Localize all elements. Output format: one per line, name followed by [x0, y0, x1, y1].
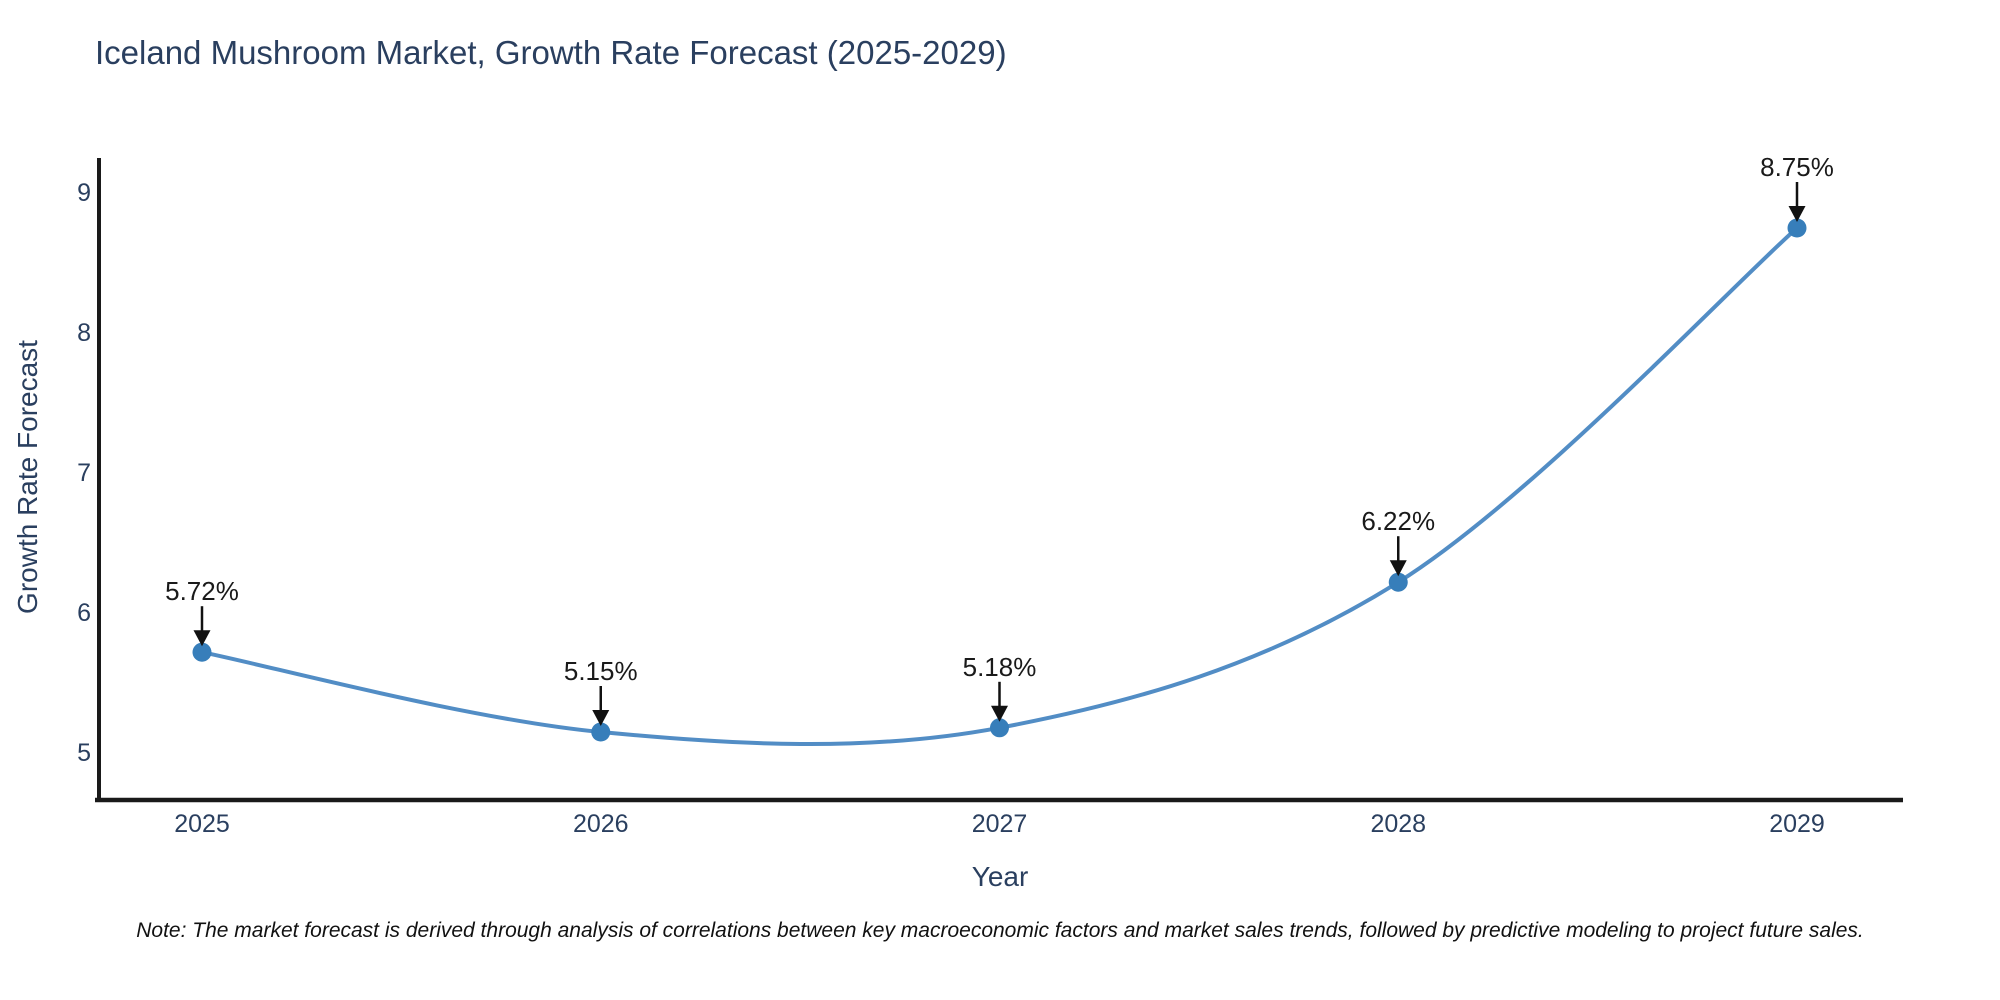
data-point-label: 5.72%: [165, 576, 239, 607]
series-line: [200, 226, 1799, 747]
data-point-label: 5.15%: [563, 656, 638, 686]
data-point-label: 6.22%: [1361, 506, 1436, 537]
x-tick-label: 2029: [1769, 810, 1825, 838]
annotation-arrows: [193, 182, 1806, 726]
annotation-arrow-head: [1788, 206, 1806, 222]
annotation-arrow-head: [592, 710, 610, 726]
data-point: [1787, 218, 1807, 238]
annotation-arrow-head: [193, 630, 211, 647]
chart-title: Iceland Mushroom Market, Growth Rate For…: [95, 34, 1007, 71]
footnote: Note: The market forecast is derived thr…: [136, 919, 1864, 942]
data-point: [990, 718, 1009, 738]
data-point: [1388, 572, 1408, 592]
x-axis-title: Year: [971, 861, 1029, 892]
y-tick-label: 8: [77, 319, 91, 347]
y-tick-label: 9: [77, 179, 91, 207]
x-tick-label: 2026: [572, 810, 629, 838]
y-tick-label: 5: [77, 739, 91, 767]
data-point: [192, 642, 212, 662]
x-tick-label: 2028: [1370, 810, 1427, 838]
y-tick-label: 6: [77, 599, 91, 627]
data-point: [591, 722, 611, 742]
annotation-arrow-head: [1389, 560, 1407, 577]
data-point-label: 8.75%: [1760, 152, 1834, 182]
data-point-label: 5.18%: [962, 651, 1037, 682]
y-axis-title: Growth Rate Forecast: [12, 340, 43, 614]
annotation-arrow-head: [991, 705, 1008, 722]
y-tick-label: 7: [77, 459, 91, 487]
x-tick-label: 2027: [971, 810, 1028, 838]
x-tick-label: 2025: [174, 810, 230, 838]
series-markers: [192, 218, 1807, 742]
